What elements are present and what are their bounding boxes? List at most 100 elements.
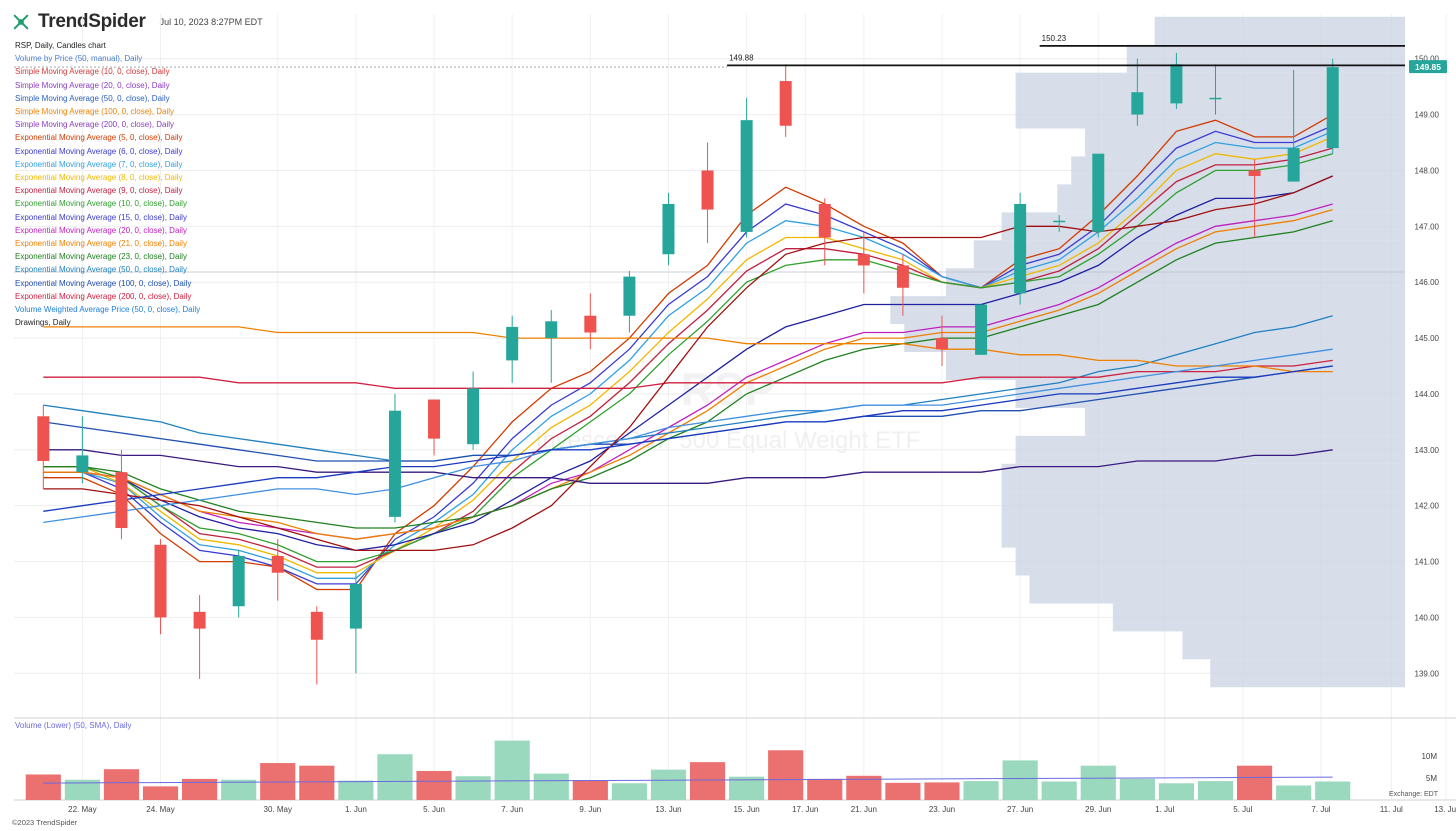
volume-bar[interactable] <box>1197 781 1234 800</box>
y-tick-label: 144.00 <box>1415 390 1440 399</box>
volume-bar[interactable] <box>963 781 999 800</box>
candle-body[interactable] <box>1014 203 1027 294</box>
vbp-bar <box>1112 603 1405 632</box>
candle-body[interactable] <box>1092 153 1105 232</box>
volume-bar[interactable] <box>182 778 218 800</box>
candle-body[interactable] <box>701 170 714 210</box>
volume-bar[interactable] <box>221 779 257 800</box>
x-tick-label: 15. Jun <box>733 805 759 814</box>
ma-line <box>43 114 1334 591</box>
legend-item[interactable]: Simple Moving Average (200, 0, close), D… <box>15 120 175 130</box>
candle-body[interactable] <box>1131 92 1144 115</box>
volume-bar[interactable] <box>768 750 804 800</box>
volume-bar[interactable] <box>25 774 61 800</box>
candle-body[interactable] <box>271 555 284 573</box>
candle-body[interactable] <box>1209 97 1222 100</box>
legend-item[interactable]: Drawings, Daily <box>15 318 71 328</box>
candle-body[interactable] <box>818 203 831 238</box>
candle-body[interactable] <box>76 455 89 473</box>
volume-bar[interactable] <box>377 754 413 800</box>
volume-bar[interactable] <box>846 775 882 800</box>
legend-item[interactable]: Volume Weighted Average Price (50, 0, cl… <box>15 305 201 315</box>
candle-body[interactable] <box>154 544 167 618</box>
volume-bar[interactable] <box>1041 781 1077 800</box>
x-tick-label: 23. Jun <box>929 805 955 814</box>
volume-bar[interactable] <box>650 769 687 800</box>
volume-bar[interactable] <box>533 773 569 800</box>
candle-body[interactable] <box>1170 64 1183 104</box>
legend-item[interactable]: Exponential Moving Average (8, 0, close)… <box>15 173 183 183</box>
volume-bar[interactable] <box>455 776 491 800</box>
legend-item[interactable]: Exponential Moving Average (9, 0, close)… <box>15 186 183 196</box>
candle-body[interactable] <box>623 276 636 316</box>
candle-body[interactable] <box>115 472 128 529</box>
volume-bar[interactable] <box>885 782 921 800</box>
candle-body[interactable] <box>662 203 675 255</box>
legend-item[interactable]: Exponential Moving Average (23, 0, close… <box>15 252 187 262</box>
volume-bar[interactable] <box>611 783 647 800</box>
y-tick-label: 150.00 <box>1415 55 1440 64</box>
candle-body[interactable] <box>545 321 558 339</box>
volume-bar[interactable] <box>416 770 452 800</box>
volume-pane-label[interactable]: Volume (Lower) (50, SMA), Daily <box>15 721 132 730</box>
legend-item[interactable]: Simple Moving Average (20, 0, close), Da… <box>15 80 170 90</box>
legend-item[interactable]: Volume by Price (50, manual), Daily <box>15 54 143 64</box>
candle-body[interactable] <box>37 416 50 461</box>
candle-body[interactable] <box>584 315 597 333</box>
volume-bar[interactable] <box>689 762 726 800</box>
candle-body[interactable] <box>1248 170 1261 177</box>
candle-body[interactable] <box>310 611 323 640</box>
volume-bar[interactable] <box>494 740 530 800</box>
volume-bar[interactable] <box>1315 781 1351 800</box>
volume-tick-label: 10M <box>1421 752 1437 761</box>
volume-bar[interactable] <box>142 786 179 800</box>
candle-body[interactable] <box>428 399 441 439</box>
candle-body[interactable] <box>857 254 870 266</box>
volume-bar[interactable] <box>103 769 140 800</box>
legend-item[interactable]: Simple Moving Average (50, 0, close), Da… <box>15 93 170 103</box>
candle-body[interactable] <box>1287 148 1300 182</box>
legend-item[interactable]: Exponential Moving Average (7, 0, close)… <box>15 159 183 169</box>
ma-line <box>43 203 1333 540</box>
candle-body[interactable] <box>779 81 792 126</box>
volume-bar[interactable] <box>572 780 608 800</box>
candle-body[interactable] <box>896 265 909 288</box>
legend-item[interactable]: Exponential Moving Average (15, 0, close… <box>15 212 187 222</box>
volume-bar[interactable] <box>924 782 960 800</box>
candle-body[interactable] <box>232 555 245 607</box>
volume-bar[interactable] <box>299 765 335 800</box>
legend-item[interactable]: Simple Moving Average (10, 0, close), Da… <box>15 67 170 77</box>
legend-item[interactable]: Exponential Moving Average (100, 0, clos… <box>15 278 192 288</box>
legend-item[interactable]: Exponential Moving Average (21, 0, close… <box>15 239 187 249</box>
candle-body[interactable] <box>975 304 988 355</box>
volume-bar[interactable] <box>807 778 843 800</box>
volume-bar[interactable] <box>1002 760 1038 800</box>
legend-item[interactable]: Exponential Moving Average (6, 0, close)… <box>15 146 183 156</box>
candle-body[interactable] <box>740 120 753 232</box>
candle-body[interactable] <box>506 326 519 361</box>
candle-body[interactable] <box>935 338 948 350</box>
volume-bar[interactable] <box>338 780 374 800</box>
legend-item[interactable]: Exponential Moving Average (200, 0, clos… <box>15 291 192 301</box>
chart-title[interactable]: RSP, Daily, Candles chart <box>15 41 106 50</box>
candle-body[interactable] <box>1053 220 1066 223</box>
volume-bar[interactable] <box>1158 783 1195 800</box>
volume-bar[interactable] <box>1119 778 1155 800</box>
volume-bar[interactable] <box>1276 785 1312 800</box>
volume-bar[interactable] <box>1236 765 1273 800</box>
legend-item[interactable]: Exponential Moving Average (50, 0, close… <box>15 265 187 275</box>
volume-bar[interactable] <box>1080 765 1116 800</box>
candle-body[interactable] <box>388 410 401 517</box>
legend-item[interactable]: Exponential Moving Average (20, 0, close… <box>15 225 187 235</box>
volume-bar[interactable] <box>729 776 765 800</box>
volume-tick-label: 5M <box>1426 774 1437 783</box>
legend-item[interactable]: Simple Moving Average (100, 0, close), D… <box>15 107 175 117</box>
candle-body[interactable] <box>193 611 206 629</box>
volume-bar[interactable] <box>64 779 100 800</box>
legend-item[interactable]: Exponential Moving Average (5, 0, close)… <box>15 133 183 143</box>
candle-body[interactable] <box>467 388 480 445</box>
candle-body[interactable] <box>1326 67 1339 149</box>
candle-body[interactable] <box>349 583 362 629</box>
legend-item[interactable]: Exponential Moving Average (10, 0, close… <box>15 199 187 209</box>
